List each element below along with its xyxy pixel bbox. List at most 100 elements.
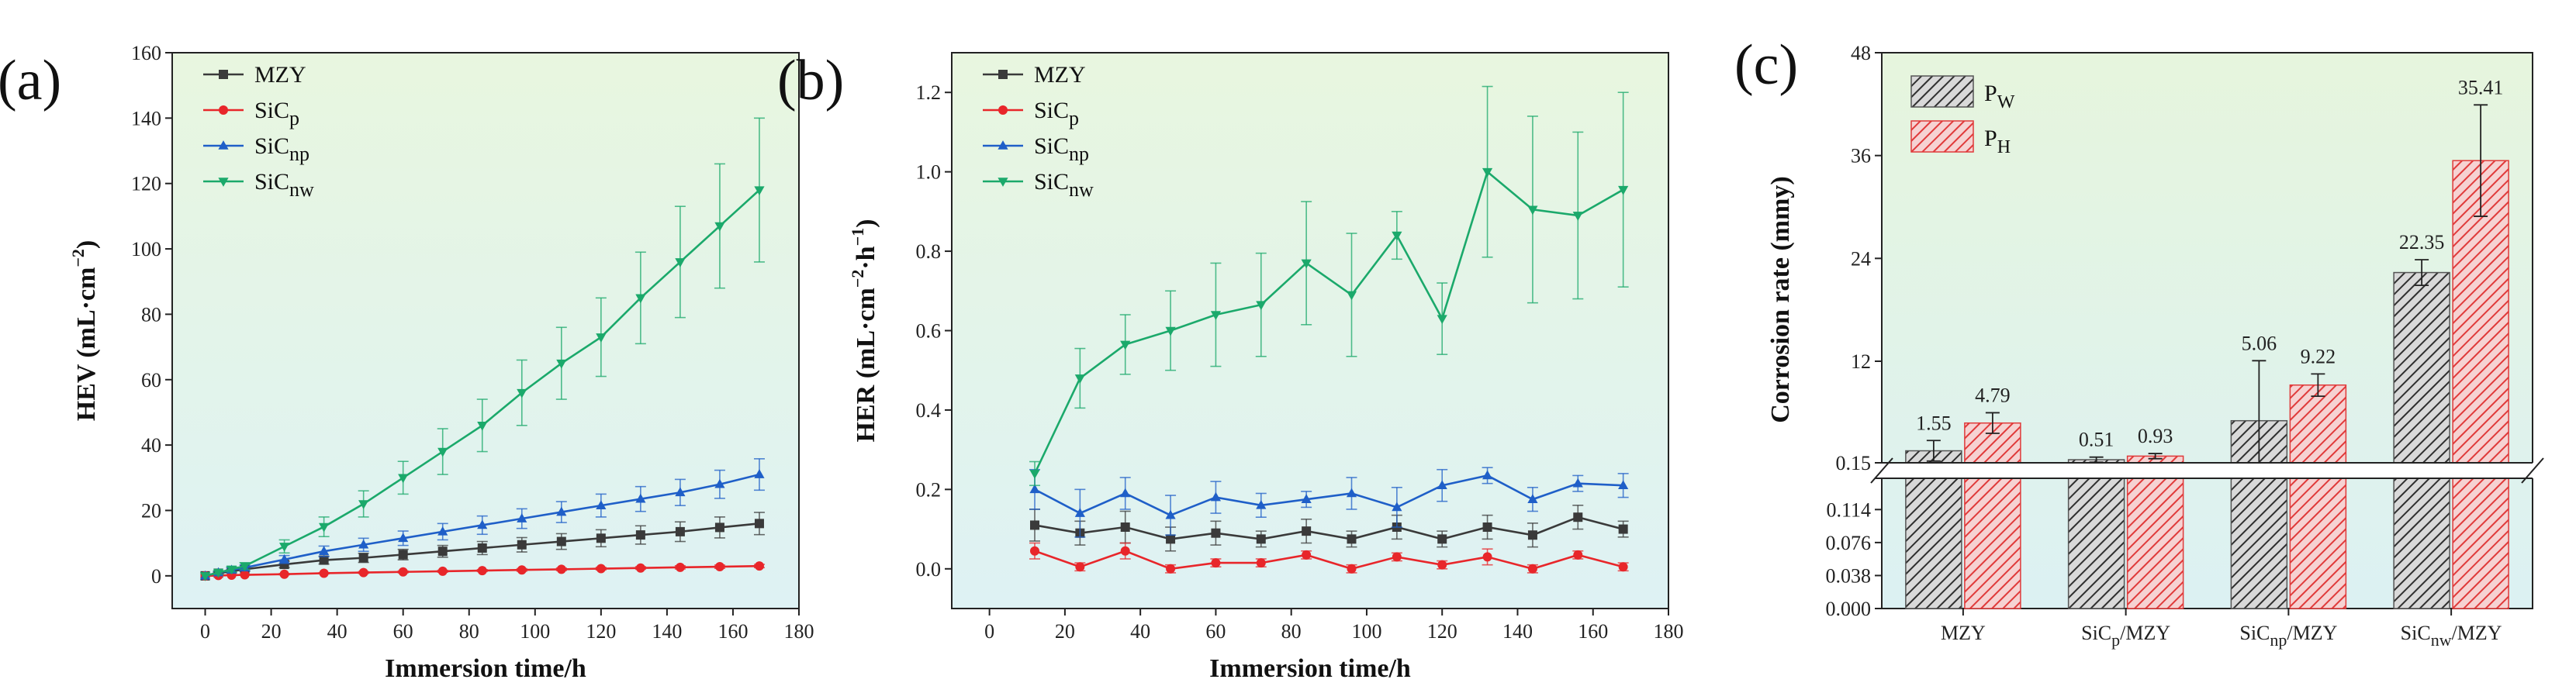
series-line: [1034, 474, 1623, 517]
data-point: [477, 543, 487, 553]
data-point: [675, 526, 685, 536]
series-SiCnp: [1029, 467, 1629, 538]
legend-marker: [218, 178, 229, 187]
data-point: [1347, 534, 1357, 544]
series-PW: 1.55 0.51 5.06 22.35: [1905, 231, 2450, 609]
data-point: [1572, 212, 1583, 221]
data-point: [517, 540, 527, 550]
data-point: [319, 522, 330, 533]
y-axis-label: Corrosion rate (mmy): [1766, 176, 1795, 423]
panel-label: (b): [777, 49, 844, 112]
series-line: [1033, 170, 1624, 474]
legend-label-main: MZY: [254, 62, 306, 88]
legend-label-sub: np: [1069, 143, 1089, 165]
data-point: [596, 500, 607, 509]
data-point: [1302, 526, 1312, 536]
data-point: [635, 294, 646, 304]
data-point: [1482, 552, 1492, 562]
legend-label: SiCnp: [1034, 133, 1089, 165]
category-sub: np: [2270, 630, 2287, 650]
x-tick-label: 60: [393, 620, 413, 643]
legend-label: PH: [1984, 126, 2011, 157]
y-tick-label: 12: [1851, 350, 1871, 373]
x-tick-label: 180: [784, 620, 814, 643]
data-point: [1256, 301, 1267, 311]
category-main: SiC: [2081, 622, 2111, 644]
category-main: SiC: [2239, 622, 2270, 644]
data-point: [556, 536, 566, 547]
data-label: 0.51: [2079, 429, 2114, 451]
y-tick-label: 20: [141, 499, 161, 522]
data-point: [714, 562, 724, 572]
data-point: [1572, 478, 1583, 488]
data-point: [1437, 534, 1447, 544]
bar-lower: [2393, 478, 2450, 609]
bar-upper: [2393, 271, 2450, 464]
legend-swatch: [1910, 120, 1974, 153]
data-point: [358, 553, 368, 563]
legend-marker: [219, 105, 228, 115]
axis-break-band: [1880, 463, 2534, 478]
y-tick-label: 48: [1851, 42, 1871, 64]
legend-label: SiCp: [1034, 98, 1079, 129]
category-rest: /MZY: [2287, 622, 2337, 644]
y-tick-label: 60: [141, 369, 161, 391]
y-axis-label-sup: −2: [68, 249, 88, 267]
legend-label-sub: p: [1069, 107, 1079, 129]
y-tick-label: 0.8: [916, 240, 942, 263]
data-point: [1120, 546, 1130, 556]
y-tick-label: 120: [131, 173, 161, 195]
legend-label-sub: np: [289, 143, 309, 165]
data-point: [517, 513, 527, 522]
data-point: [319, 555, 329, 565]
category-main: SiC: [2401, 622, 2431, 644]
category-rest: /MZY: [2120, 622, 2170, 644]
legend-label-sub: p: [289, 107, 299, 129]
data-point: [1075, 562, 1085, 572]
x-tick-label: 180: [1654, 620, 1684, 643]
data-point: [635, 493, 646, 503]
data-point: [714, 222, 725, 232]
x-tick-label: 40: [1130, 620, 1150, 643]
legend-label-sub: nw: [1069, 178, 1094, 201]
y-tick-label: 1.2: [916, 81, 942, 104]
bar-lower: [2230, 478, 2288, 609]
legend-label-main: P: [1984, 126, 1997, 151]
data-point: [754, 186, 765, 196]
x-tick-label: 140: [1502, 620, 1533, 643]
x-tick-label: 0: [200, 620, 210, 643]
data-point: [398, 567, 408, 577]
legend-label-main: SiC: [1034, 133, 1069, 159]
x-tick-label: 60: [1205, 620, 1226, 643]
y-axis-label: HER (mL·cm−2·h−1): [848, 219, 880, 443]
x-tick-label: 160: [1578, 620, 1608, 643]
x-tick-label: 140: [652, 620, 682, 643]
data-point: [398, 550, 408, 560]
data-point: [1392, 502, 1402, 512]
x-tick-label: 20: [261, 620, 282, 643]
x-tick-label: 100: [1351, 620, 1381, 643]
legend-marker: [219, 70, 228, 79]
data-point: [754, 519, 764, 529]
data-point: [754, 561, 764, 571]
series-SiCp: [1029, 542, 1629, 574]
legend-label-main: SiC: [1034, 169, 1069, 195]
series-SiCnw: [1029, 85, 1629, 487]
data-point: [675, 562, 685, 572]
data-point: [1165, 326, 1176, 336]
data-point: [1392, 552, 1402, 562]
data-point: [596, 564, 606, 574]
data-point: [1527, 530, 1537, 540]
legend-label: SiCnw: [1034, 169, 1094, 201]
legend-label-main: SiC: [1034, 98, 1069, 123]
legend-label-main: P: [1984, 81, 1997, 106]
y-tick-label: 160: [131, 42, 161, 64]
data-point: [1618, 185, 1629, 195]
x-category-label: SiCp/MZY: [2081, 622, 2170, 650]
data-point: [556, 359, 567, 369]
data-point: [1437, 315, 1447, 325]
data-point: [1211, 558, 1221, 568]
data-point: [437, 447, 448, 457]
